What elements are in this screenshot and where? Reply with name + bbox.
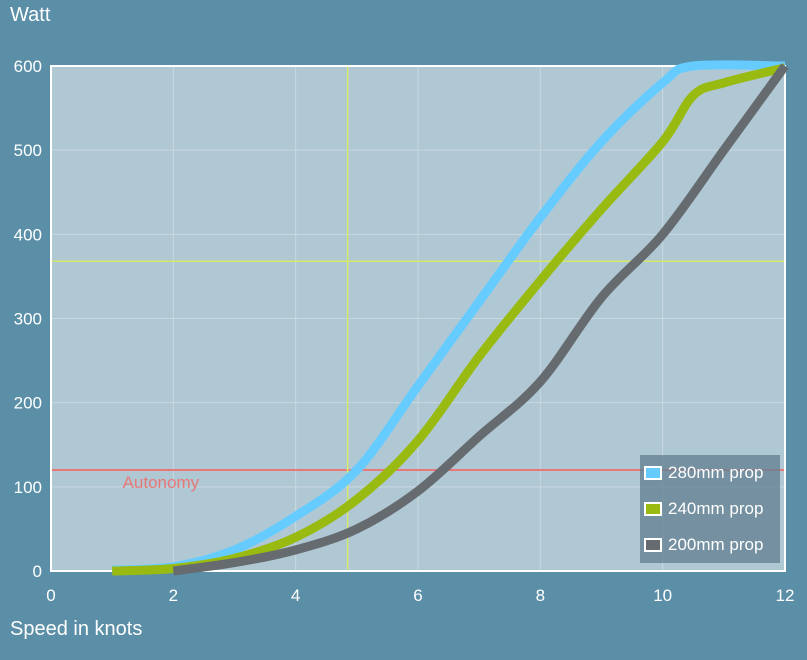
- legend-label-280mm: 280mm prop: [668, 463, 764, 482]
- legend-item-200mm[interactable]: 200mm prop: [644, 534, 763, 556]
- series-240mm-line: [111, 63, 787, 576]
- legend-label-200mm: 200mm prop: [668, 535, 764, 554]
- x-tick-label: 6: [413, 586, 422, 605]
- y-tick-label: 100: [14, 478, 42, 497]
- autonomy-label: Autonomy: [123, 473, 200, 492]
- legend-swatch-280mm: [644, 466, 662, 480]
- series-280mm-line: [111, 60, 786, 575]
- legend: 280mm prop 240mm prop 200mm prop: [640, 455, 780, 563]
- y-tick-label: 300: [14, 310, 42, 329]
- legend-item-240mm[interactable]: 240mm prop: [644, 498, 763, 520]
- x-tick-label: 0: [46, 586, 55, 605]
- y-tick-label: 0: [33, 562, 42, 581]
- y-tick-label: 400: [14, 225, 42, 244]
- y-tick-label: 600: [14, 57, 42, 76]
- legend-swatch-240mm: [644, 502, 662, 516]
- y-tick-label: 200: [14, 394, 42, 413]
- x-tick-label: 2: [169, 586, 178, 605]
- legend-item-280mm[interactable]: 280mm prop: [644, 462, 763, 484]
- y-tick-label: 500: [14, 141, 42, 160]
- legend-label-240mm: 240mm prop: [668, 499, 764, 518]
- x-tick-label: 8: [536, 586, 545, 605]
- x-axis-title: Speed in knots: [10, 618, 143, 640]
- plot-border: [50, 65, 786, 572]
- x-tick-label: 10: [653, 586, 672, 605]
- y-axis-title: Watt: [10, 4, 51, 26]
- legend-swatch-200mm: [644, 538, 662, 552]
- x-tick-label: 12: [776, 586, 795, 605]
- series-200mm-line: [172, 63, 789, 576]
- x-tick-label: 4: [291, 586, 300, 605]
